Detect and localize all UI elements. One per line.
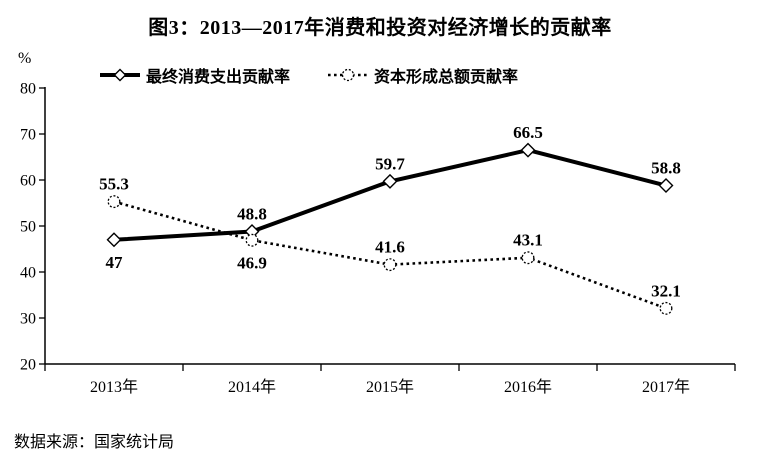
x-tick-label: 2014年 <box>228 378 276 396</box>
data-point-label: 43.1 <box>513 231 543 250</box>
data-point-label: 41.6 <box>375 238 405 257</box>
x-tick-label: 2017年 <box>642 378 690 396</box>
data-point-label: 32.1 <box>651 281 681 300</box>
circle-marker <box>383 258 397 272</box>
legend-label: 资本形成总额贡献率 <box>374 69 519 86</box>
chart-title: 图3：2013—2017年消费和投资对经济增长的贡献率 <box>148 17 612 39</box>
legend-label: 最终消费支出贡献率 <box>146 69 291 86</box>
data-point-label: 47 <box>106 253 124 272</box>
circle-marker <box>521 251 535 265</box>
dotted-circle-swatch-icon <box>328 68 369 82</box>
x-tick-label: 2016年 <box>504 378 552 396</box>
y-tick-label: 20 <box>20 357 36 374</box>
y-tick-label: 50 <box>20 219 36 236</box>
source-note: 数据来源：国家统计局 <box>14 434 175 451</box>
y-tick-label: 60 <box>20 173 36 190</box>
y-tick-label: 40 <box>20 265 36 282</box>
data-point-label: 48.8 <box>237 205 267 224</box>
y-tick-label: 30 <box>20 311 36 328</box>
diamond-marker <box>382 173 398 189</box>
solid-diamond-swatch-icon <box>100 68 140 82</box>
data-point-label: 58.8 <box>651 159 681 178</box>
x-tick-label: 2015年 <box>366 378 414 396</box>
y-tick-label: 80 <box>20 81 36 98</box>
data-point-label: 66.5 <box>513 123 543 142</box>
legend-item: 资本形成总额贡献率 <box>328 63 518 87</box>
legend-item: 最终消费支出贡献率 <box>100 63 290 87</box>
y-tick-label: 70 <box>20 127 36 144</box>
x-tick-label: 2013年 <box>90 378 138 396</box>
circle-marker <box>107 195 121 209</box>
y-axis-unit-label: % <box>18 50 32 67</box>
chart-legend: 最终消费支出贡献率 资本形成总额贡献率 <box>100 63 518 87</box>
data-point-label: 55.3 <box>99 175 129 194</box>
diamond-marker <box>106 232 122 248</box>
circle-marker <box>659 301 673 315</box>
data-point-label: 59.7 <box>375 154 405 173</box>
plot-area: 20 30 40 50 60 70 80 2013年 2014年 2015年 2016年 2017年 4… <box>20 81 736 396</box>
circle-marker <box>245 233 259 247</box>
data-point-label: 46.9 <box>237 253 267 272</box>
diamond-marker <box>520 142 536 158</box>
diamond-marker <box>658 178 674 194</box>
